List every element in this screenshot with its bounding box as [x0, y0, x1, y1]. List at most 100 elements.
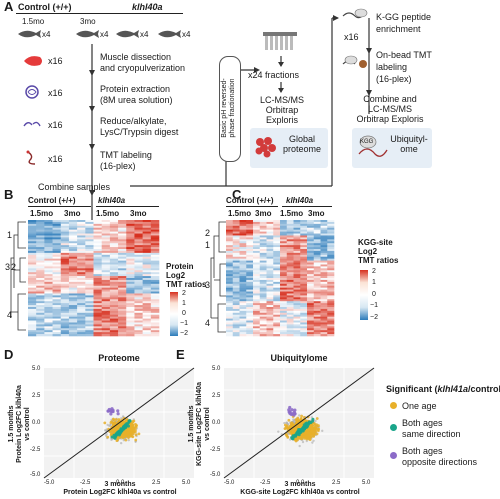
heatmap-cell — [60, 322, 70, 325]
heatmap-cell — [126, 241, 135, 244]
heatmap-cell — [36, 289, 45, 292]
heatmap-cell — [273, 295, 281, 298]
combine-lcms: Combine and LC-MS/MS Orbitrap Exploris — [330, 94, 450, 124]
heatmap-cell — [85, 231, 94, 234]
heatmap-cell — [85, 229, 94, 232]
heatmap-cell — [28, 332, 37, 335]
heatmap-cell — [293, 324, 301, 327]
heatmap-cell — [280, 220, 288, 223]
heatmap-cell — [253, 305, 261, 308]
heatmap-cell — [44, 243, 53, 246]
heatmap-cell — [313, 229, 321, 232]
heatmap-cell — [44, 324, 53, 327]
heatmap-cell — [93, 291, 102, 294]
panel-d-scatter — [43, 367, 195, 479]
heatmap-cell — [36, 332, 45, 335]
heatmap-cell — [101, 316, 111, 319]
identity-line — [43, 367, 195, 479]
scatter-point — [129, 428, 133, 432]
heatmap-cell — [226, 305, 234, 308]
heatmap-cell — [313, 299, 321, 302]
heatmap-cell — [93, 318, 102, 321]
heatmap-cell — [77, 250, 86, 254]
heatmap-cell — [60, 279, 70, 283]
heatmap-cell — [52, 262, 62, 265]
heatmap-cell — [77, 276, 86, 279]
heatmap-cell — [44, 320, 53, 323]
heatmap-cell — [253, 231, 261, 234]
heatmap-cell — [60, 237, 70, 240]
heatmap-cell — [126, 322, 135, 325]
heatmap-cell — [93, 250, 102, 254]
heatmap-cell — [273, 314, 281, 317]
heatmap-cell — [327, 291, 335, 294]
heatmap-cell — [36, 297, 45, 300]
heatmap-cell — [126, 225, 135, 229]
heatmap-cell — [60, 220, 70, 223]
panel-d-xlabel-1: 3 months — [104, 481, 136, 488]
heatmap-cell — [313, 307, 321, 310]
heatmap-cell — [327, 310, 335, 314]
fish-icons — [18, 30, 181, 38]
heatmap-cell — [293, 260, 301, 263]
heatmap-cell — [36, 312, 45, 316]
heatmap-cell — [142, 334, 152, 337]
heatmap-cell — [253, 291, 261, 294]
heatmap-cell — [101, 307, 111, 310]
heatmap-cell — [77, 245, 86, 248]
heatmap-cell — [273, 229, 281, 232]
heatmap-cell — [307, 274, 315, 277]
heatmap-cell — [307, 262, 315, 265]
heatmap-cell — [118, 270, 127, 273]
heatmap-cell — [320, 250, 328, 254]
significance-legend-title: Significant (klhl41a/control) — [386, 384, 500, 394]
scatter-point — [296, 418, 300, 422]
heatmap-cell — [109, 270, 119, 273]
heatmap-cell — [259, 241, 267, 244]
heatmap-cell — [259, 243, 267, 246]
heatmap-cell — [36, 324, 45, 327]
heatmap-cell — [134, 297, 143, 300]
heatmap-cell — [68, 262, 78, 265]
heatmap-cell — [259, 297, 267, 300]
heatmap-cell — [36, 334, 45, 337]
heatmap-cell — [142, 221, 152, 225]
heatmap-cell — [36, 316, 45, 319]
heatmap-cell — [280, 243, 288, 246]
heatmap-cell — [150, 307, 160, 310]
heatmap-cell — [52, 312, 62, 316]
heatmap-cell — [239, 272, 247, 275]
heatmap-cell — [109, 314, 119, 317]
heatmap-cell — [320, 258, 328, 261]
heatmap-cell — [232, 310, 240, 314]
heatmap-cell — [126, 274, 135, 277]
heatmap-cell — [109, 225, 119, 229]
heatmap-cell — [320, 330, 328, 333]
heatmap-cell — [253, 249, 261, 252]
heatmap-cell — [307, 285, 315, 288]
heatmap-cell — [293, 305, 301, 308]
heatmap-cell — [286, 237, 294, 240]
heatmap-cell — [293, 220, 301, 223]
heatmap-cell — [101, 324, 111, 327]
heatmap-cell — [118, 254, 127, 258]
heatmap-cell — [327, 299, 335, 302]
heatmap-cell — [134, 235, 143, 238]
heatmap-cell — [307, 303, 315, 306]
heatmap-cell — [226, 254, 234, 258]
heatmap-cell — [77, 221, 86, 225]
heatmap-cell — [307, 227, 315, 230]
heatmap-cell — [85, 258, 94, 261]
heatmap-cell — [232, 301, 240, 304]
heatmap-cell — [286, 270, 294, 273]
heatmap-cell — [150, 326, 160, 329]
heatmap-cell — [93, 264, 102, 267]
heatmap-cell — [232, 272, 240, 275]
heatmap-cell — [320, 287, 328, 290]
heatmap-cell — [307, 318, 315, 321]
heatmap-cell — [273, 279, 281, 283]
heatmap-cell — [226, 233, 234, 236]
heatmap-cell — [320, 229, 328, 232]
on-bead-2: labeling — [376, 62, 408, 72]
heatmap-cell — [101, 249, 111, 252]
